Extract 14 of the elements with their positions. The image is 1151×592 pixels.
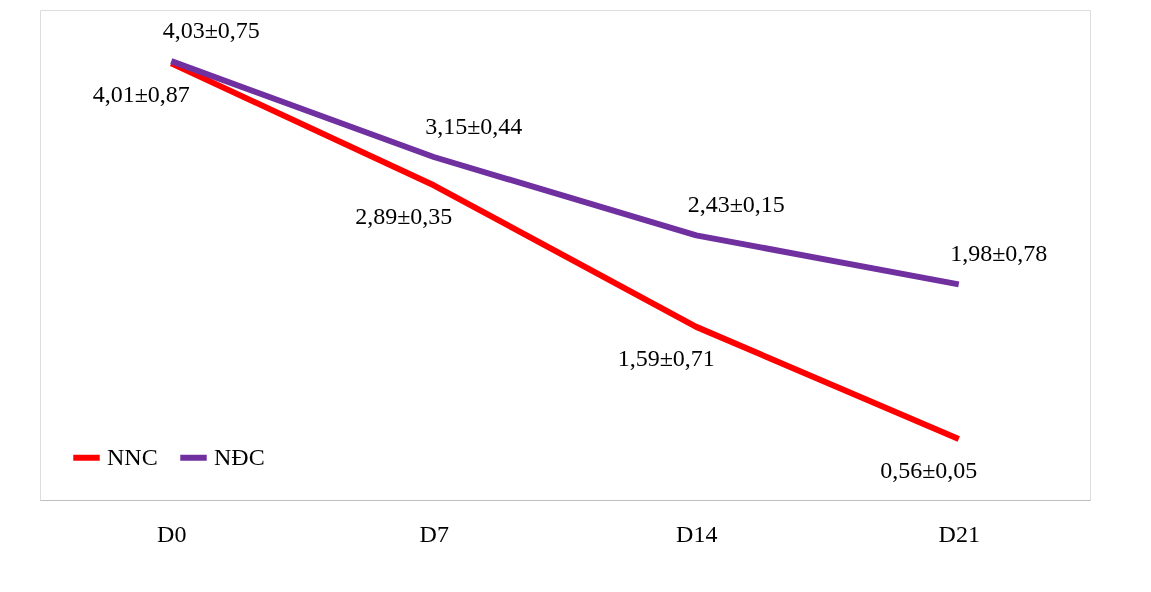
data-label: 3,15±0,44 [425,113,523,139]
x-tick-label: D21 [938,520,980,547]
x-tick-label: D7 [419,520,449,547]
legend-label: NĐC [214,443,265,470]
data-label: 1,98±0,78 [950,240,1048,267]
data-label: 2,89±0,35 [355,203,453,230]
legend-label: NNC [107,443,158,470]
data-label: 1,59±0,71 [617,344,715,371]
data-label: 4,03±0,75 [162,17,260,44]
data-label: 4,01±0,87 [92,81,190,108]
x-tick-label: D0 [157,520,187,547]
data-label: 2,43±0,15 [687,191,785,218]
data-label: 0,56±0,05 [880,457,978,484]
x-tick-label: D14 [676,520,718,547]
